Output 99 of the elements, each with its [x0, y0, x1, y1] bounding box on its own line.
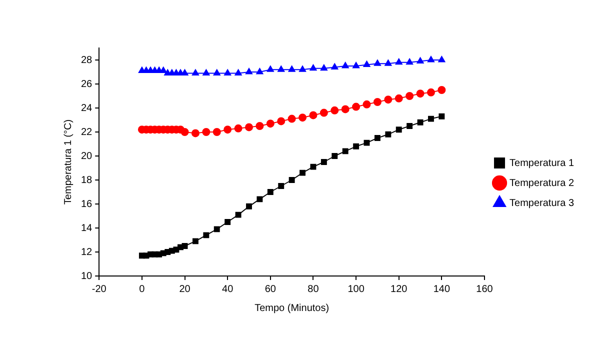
- x-tick-label: 120: [390, 284, 408, 295]
- point: [320, 64, 328, 71]
- y-tick-label: 16: [81, 198, 93, 210]
- point: [234, 69, 242, 76]
- point: [310, 64, 317, 71]
- point: [180, 128, 189, 136]
- point: [374, 60, 381, 66]
- point: [288, 177, 295, 183]
- x-tick-label: 140: [433, 284, 450, 295]
- y-tick-label: 10: [81, 270, 93, 282]
- point: [438, 56, 446, 62]
- point: [256, 122, 264, 130]
- point: [352, 62, 360, 68]
- point: [416, 57, 424, 64]
- point: [192, 238, 198, 244]
- point: [288, 114, 296, 123]
- x-tick-label: 160: [476, 284, 494, 295]
- point: [235, 212, 242, 218]
- point: [438, 86, 446, 94]
- point: [406, 123, 413, 129]
- point: [331, 63, 338, 70]
- point: [417, 119, 424, 126]
- x-tick-label: 100: [348, 284, 365, 295]
- point: [362, 100, 371, 108]
- point: [396, 126, 402, 133]
- point: [342, 62, 349, 68]
- point: [330, 106, 339, 114]
- point: [266, 66, 274, 72]
- point: [278, 183, 284, 189]
- point: [385, 131, 392, 138]
- point: [256, 196, 263, 202]
- point: [341, 105, 350, 114]
- point: [298, 114, 307, 122]
- point: [395, 58, 402, 65]
- y-tick-label: 28: [81, 54, 93, 66]
- point: [192, 69, 200, 76]
- point: [353, 143, 360, 150]
- point: [298, 66, 306, 72]
- point: [191, 129, 200, 138]
- point: [363, 60, 370, 68]
- point: [288, 66, 296, 72]
- point: [342, 148, 348, 154]
- point: [300, 170, 306, 176]
- point: [224, 126, 232, 134]
- point: [203, 232, 210, 238]
- point: [213, 69, 220, 76]
- x-tick-label: 60: [264, 284, 276, 295]
- y-tick-label: 26: [81, 78, 93, 90]
- point: [202, 69, 210, 76]
- point: [428, 116, 434, 122]
- x-tick-label: 40: [222, 284, 234, 295]
- point: [384, 96, 392, 104]
- point: [310, 164, 316, 170]
- x-tick-label: 20: [179, 284, 191, 295]
- x-axis-title: Tempo (Minutos): [254, 302, 330, 314]
- point: [277, 117, 286, 126]
- point: [373, 98, 382, 106]
- point: [364, 140, 370, 146]
- point: [320, 159, 327, 165]
- x-tick-label: 80: [308, 284, 320, 295]
- point: [212, 128, 221, 136]
- point: [182, 243, 188, 249]
- x-tick-label: -20: [92, 284, 107, 295]
- legend-label: Temperatura 1: [510, 158, 574, 169]
- y-tick-label: 14: [81, 222, 93, 234]
- point: [246, 203, 252, 210]
- y-tick-label: 20: [81, 150, 93, 162]
- y-tick-label: 12: [81, 246, 93, 258]
- point: [245, 123, 253, 132]
- y-tick-label: 24: [81, 102, 93, 114]
- point: [278, 66, 285, 72]
- point: [214, 226, 220, 232]
- legend-label: Temperatura 3: [510, 198, 574, 209]
- point: [245, 68, 253, 74]
- point: [320, 108, 328, 117]
- point: [427, 56, 435, 62]
- point: [394, 94, 403, 102]
- point: [224, 219, 231, 225]
- point: [234, 124, 242, 132]
- point: [384, 60, 392, 66]
- point: [224, 69, 232, 76]
- point: [309, 111, 318, 120]
- point: [256, 68, 264, 74]
- point: [267, 189, 274, 195]
- point: [426, 88, 435, 96]
- x-tick-label: 0: [139, 284, 146, 295]
- point: [438, 113, 445, 120]
- y-tick-label: 22: [81, 126, 93, 138]
- point: [406, 58, 414, 65]
- point: [202, 128, 210, 136]
- y-tick-label: 18: [81, 174, 93, 186]
- y-axis-title: Temperatura 1 (°C): [62, 119, 74, 205]
- point: [332, 153, 338, 159]
- point: [416, 90, 424, 98]
- point: [406, 92, 414, 100]
- legend-label: Temperatura 2: [510, 178, 574, 189]
- point: [266, 120, 274, 128]
- point: [352, 102, 360, 111]
- point: [374, 135, 380, 141]
